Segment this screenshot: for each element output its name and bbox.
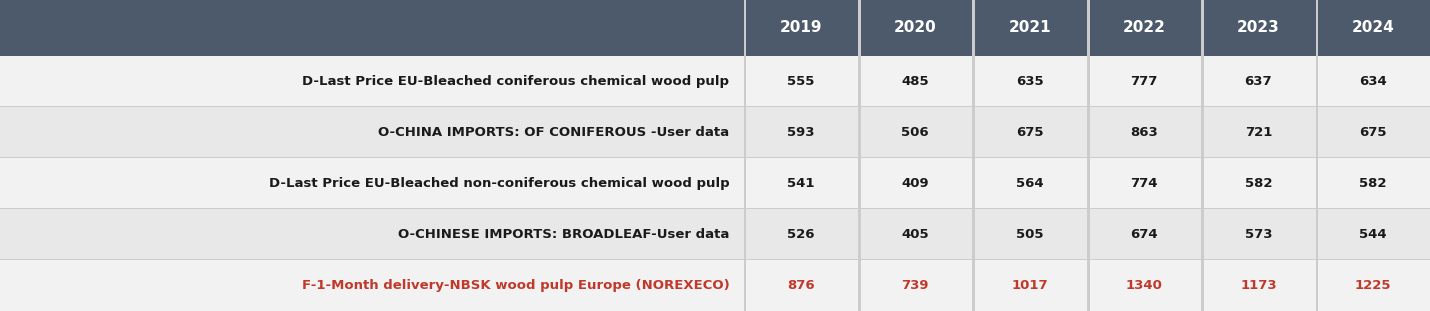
Bar: [0, 260, 1430, 311]
Bar: [1201, 0, 1204, 311]
Text: D-Last Price EU-Bleached non-coniferous chemical wood pulp: D-Last Price EU-Bleached non-coniferous …: [269, 177, 729, 190]
Text: 405: 405: [901, 228, 930, 241]
Text: 582: 582: [1358, 177, 1387, 190]
Bar: [0, 209, 1430, 260]
Text: 526: 526: [787, 228, 815, 241]
Text: 555: 555: [787, 75, 815, 88]
Text: 485: 485: [901, 75, 930, 88]
Bar: [0, 158, 1430, 209]
Text: 2020: 2020: [894, 21, 937, 35]
Text: D-Last Price EU-Bleached coniferous chemical wood pulp: D-Last Price EU-Bleached coniferous chem…: [302, 75, 729, 88]
Bar: [858, 0, 861, 311]
Bar: [0, 157, 1430, 158]
Text: O-CHINESE IMPORTS: BROADLEAF-User data: O-CHINESE IMPORTS: BROADLEAF-User data: [398, 228, 729, 241]
Text: 505: 505: [1015, 228, 1044, 241]
Bar: [744, 0, 746, 311]
Text: 721: 721: [1244, 126, 1273, 139]
Bar: [0, 107, 1430, 158]
Bar: [0, 56, 1430, 107]
Text: 634: 634: [1358, 75, 1387, 88]
Text: 675: 675: [1358, 126, 1387, 139]
Text: 739: 739: [901, 279, 930, 292]
Text: 2023: 2023: [1237, 21, 1280, 35]
Bar: [0, 259, 1430, 260]
Text: 2024: 2024: [1351, 21, 1394, 35]
Text: 593: 593: [787, 126, 815, 139]
Bar: [0, 208, 1430, 209]
Text: 777: 777: [1130, 75, 1158, 88]
Text: 876: 876: [787, 279, 815, 292]
Bar: [1087, 0, 1090, 311]
Text: 1173: 1173: [1240, 279, 1277, 292]
Bar: [0, 106, 1430, 107]
Text: 2019: 2019: [779, 21, 822, 35]
Text: F-1-Month delivery-NBSK wood pulp Europe (NOREXECO): F-1-Month delivery-NBSK wood pulp Europe…: [302, 279, 729, 292]
Text: 573: 573: [1244, 228, 1273, 241]
Text: O-CHINA IMPORTS: OF CONIFEROUS -User data: O-CHINA IMPORTS: OF CONIFEROUS -User dat…: [378, 126, 729, 139]
Text: 674: 674: [1130, 228, 1158, 241]
Text: 2021: 2021: [1008, 21, 1051, 35]
Text: 863: 863: [1130, 126, 1158, 139]
Text: 1017: 1017: [1011, 279, 1048, 292]
Text: 637: 637: [1244, 75, 1273, 88]
Text: 1340: 1340: [1125, 279, 1163, 292]
Text: 635: 635: [1015, 75, 1044, 88]
Text: 541: 541: [787, 177, 815, 190]
Text: 506: 506: [901, 126, 930, 139]
Text: 774: 774: [1130, 177, 1158, 190]
Text: 1225: 1225: [1354, 279, 1391, 292]
Text: 2022: 2022: [1123, 21, 1165, 35]
Bar: [0, 0, 1430, 56]
Text: 409: 409: [901, 177, 930, 190]
Bar: [972, 0, 975, 311]
Bar: [1316, 0, 1318, 311]
Text: 582: 582: [1244, 177, 1273, 190]
Text: 544: 544: [1358, 228, 1387, 241]
Text: 564: 564: [1015, 177, 1044, 190]
Text: 675: 675: [1015, 126, 1044, 139]
